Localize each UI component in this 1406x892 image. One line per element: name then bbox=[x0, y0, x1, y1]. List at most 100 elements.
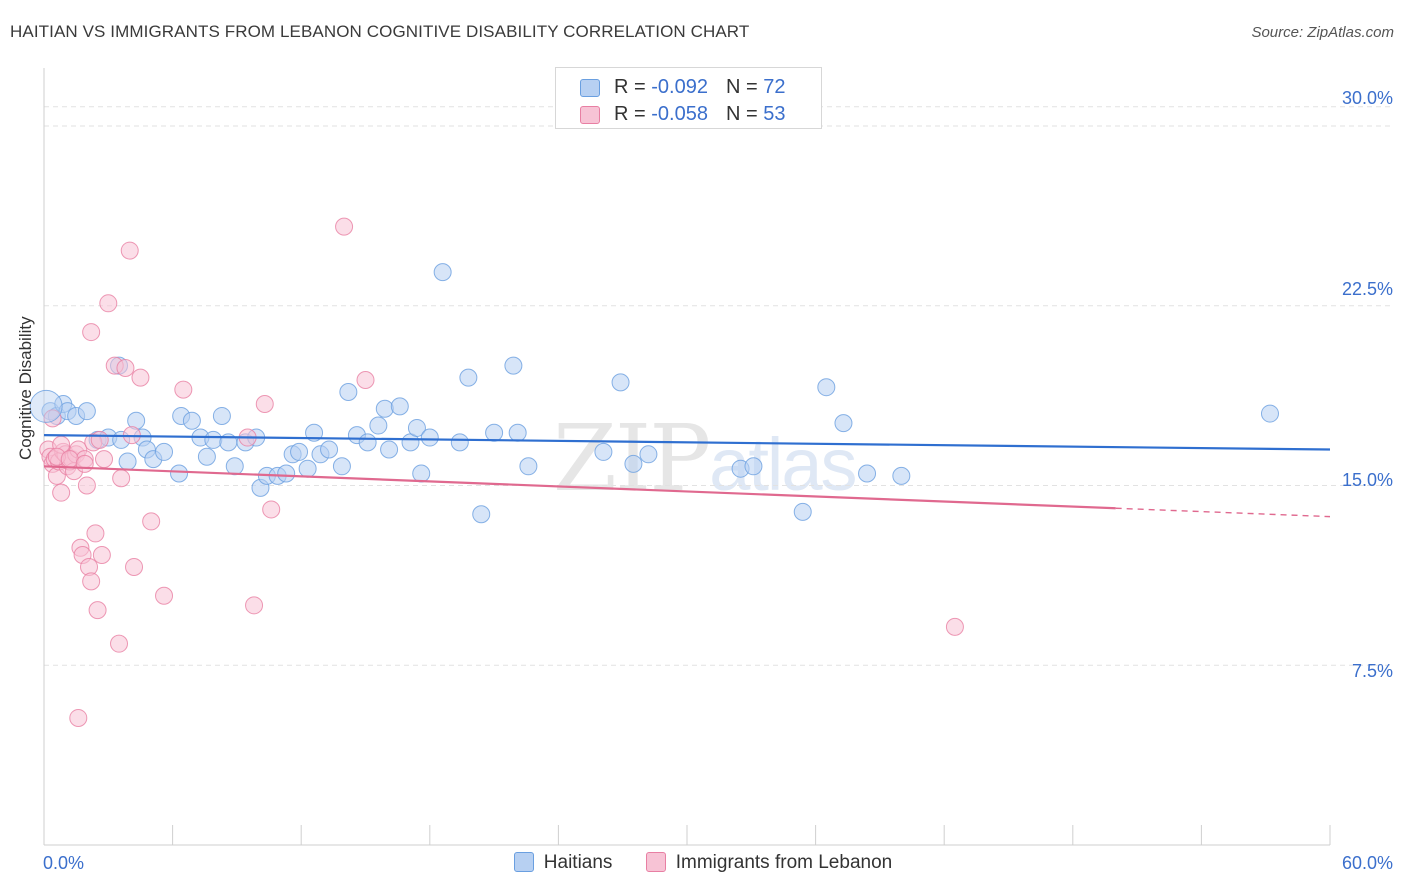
lebanon-point bbox=[99, 294, 118, 313]
haitians-point bbox=[485, 423, 504, 442]
haitians-point bbox=[892, 466, 911, 485]
haitians-point bbox=[369, 416, 388, 435]
haitians-point bbox=[358, 433, 377, 452]
y-tick-label-7-5: 7.5% bbox=[1351, 661, 1393, 681]
haitians-point bbox=[118, 452, 137, 471]
lebanon-point bbox=[75, 454, 94, 473]
n-value-haitians: 72 bbox=[763, 76, 786, 98]
lebanon-point bbox=[90, 430, 109, 449]
haitians-point bbox=[594, 442, 613, 461]
haitians-point bbox=[1260, 404, 1279, 423]
y-tick-label-22-5: 22.5% bbox=[1341, 279, 1393, 299]
haitians-point bbox=[611, 373, 630, 392]
haitians-point bbox=[450, 433, 469, 452]
lebanon-point bbox=[120, 241, 139, 260]
lebanon-point bbox=[356, 371, 375, 390]
haitians-point bbox=[504, 356, 523, 375]
n-label: N = bbox=[725, 76, 758, 98]
lebanon-point bbox=[69, 708, 88, 727]
legend-item-haitians: Haitians bbox=[513, 852, 613, 874]
haitians-point bbox=[433, 263, 452, 282]
lebanon-trendline bbox=[43, 465, 1116, 510]
haitians-point bbox=[519, 457, 538, 476]
haitians-point bbox=[420, 428, 439, 447]
lebanon-legend-swatch bbox=[645, 852, 666, 872]
haitians-point bbox=[290, 442, 309, 461]
x-tick-label-max: 60.0% bbox=[1341, 853, 1393, 873]
haitians-point bbox=[332, 457, 351, 476]
haitians-point bbox=[155, 442, 174, 461]
lebanon-point bbox=[88, 601, 107, 620]
haitians-point bbox=[170, 464, 189, 483]
haitians-point bbox=[339, 382, 358, 401]
lebanon-point bbox=[95, 450, 114, 469]
lebanon-point bbox=[125, 557, 144, 576]
haitians-point bbox=[197, 447, 216, 466]
haitians-cluster-point bbox=[29, 389, 63, 423]
haitians-point bbox=[212, 406, 231, 425]
lebanon-point bbox=[131, 368, 150, 387]
haitians-legend-swatch bbox=[513, 852, 534, 872]
haitians-point bbox=[793, 502, 812, 521]
chart-title: HAITIAN VS IMMIGRANTS FROM LEBANON COGNI… bbox=[10, 22, 750, 41]
haitians-swatch bbox=[580, 78, 600, 97]
haitians-point bbox=[508, 423, 527, 442]
watermark: ZIPatlas bbox=[553, 405, 857, 512]
lebanon-point bbox=[110, 634, 129, 653]
haitians-trendline bbox=[43, 434, 1331, 451]
r-label: R = bbox=[614, 76, 646, 98]
series-legend: Haitians Immigrants from Lebanon bbox=[0, 852, 1406, 874]
lebanon-point bbox=[116, 359, 135, 378]
lebanon-point bbox=[255, 394, 274, 413]
haitians-point bbox=[77, 402, 96, 421]
lebanon-swatch bbox=[580, 105, 600, 124]
legend-label-lebanon: Immigrants from Lebanon bbox=[675, 852, 893, 873]
lebanon-point bbox=[245, 596, 264, 615]
haitians-point bbox=[320, 440, 339, 459]
haitians-point bbox=[639, 445, 658, 464]
haitians-point bbox=[277, 464, 296, 483]
y-tick-label-30: 30.0% bbox=[1341, 88, 1393, 108]
haitians-point bbox=[298, 459, 317, 478]
haitians-point bbox=[858, 464, 877, 483]
haitians-point bbox=[182, 411, 201, 430]
haitians-point bbox=[305, 423, 324, 442]
stats-legend: R = -0.092 N = 72 R = -0.058 N = 53 bbox=[555, 67, 822, 129]
r-value-lebanon: -0.058 bbox=[651, 103, 708, 125]
lebanon-point bbox=[155, 586, 174, 605]
n-value-lebanon: 53 bbox=[763, 103, 786, 125]
r-label: R = bbox=[614, 103, 646, 125]
legend-label-haitians: Haitians bbox=[543, 852, 613, 873]
x-tick-label-min: 0.0% bbox=[43, 853, 85, 873]
lebanon-point bbox=[174, 380, 193, 399]
lebanon-point bbox=[60, 450, 79, 469]
lebanon-point bbox=[92, 545, 111, 564]
haitians-point bbox=[459, 368, 478, 387]
r-value-haitians: -0.092 bbox=[651, 76, 708, 98]
lebanon-point bbox=[77, 476, 96, 495]
lebanon-point bbox=[82, 323, 101, 342]
haitians-point bbox=[744, 457, 763, 476]
lebanon-point bbox=[82, 572, 101, 591]
lebanon-point bbox=[945, 617, 964, 636]
lebanon-point bbox=[262, 500, 281, 519]
haitians-point bbox=[390, 397, 409, 416]
stats-legend-row-haitians: R = -0.092 N = 72 bbox=[580, 76, 785, 100]
haitians-point bbox=[407, 418, 426, 437]
haitians-point bbox=[817, 378, 836, 397]
haitians-point bbox=[472, 505, 491, 524]
y-axis-label: Cognitive Disability bbox=[16, 316, 35, 460]
n-label: N = bbox=[725, 103, 758, 125]
haitians-point bbox=[624, 454, 643, 473]
stats-legend-row-lebanon: R = -0.058 N = 53 bbox=[580, 103, 785, 127]
haitians-point bbox=[375, 399, 394, 418]
haitians-point bbox=[412, 464, 431, 483]
lebanon-point bbox=[335, 217, 354, 236]
lebanon-point bbox=[112, 469, 131, 488]
lebanon-point bbox=[142, 512, 161, 531]
y-tick-label-15: 15.0% bbox=[1341, 470, 1393, 490]
lebanon-point bbox=[52, 483, 71, 502]
haitians-point bbox=[225, 457, 244, 476]
source-credit: Source: ZipAtlas.com bbox=[1251, 24, 1394, 41]
